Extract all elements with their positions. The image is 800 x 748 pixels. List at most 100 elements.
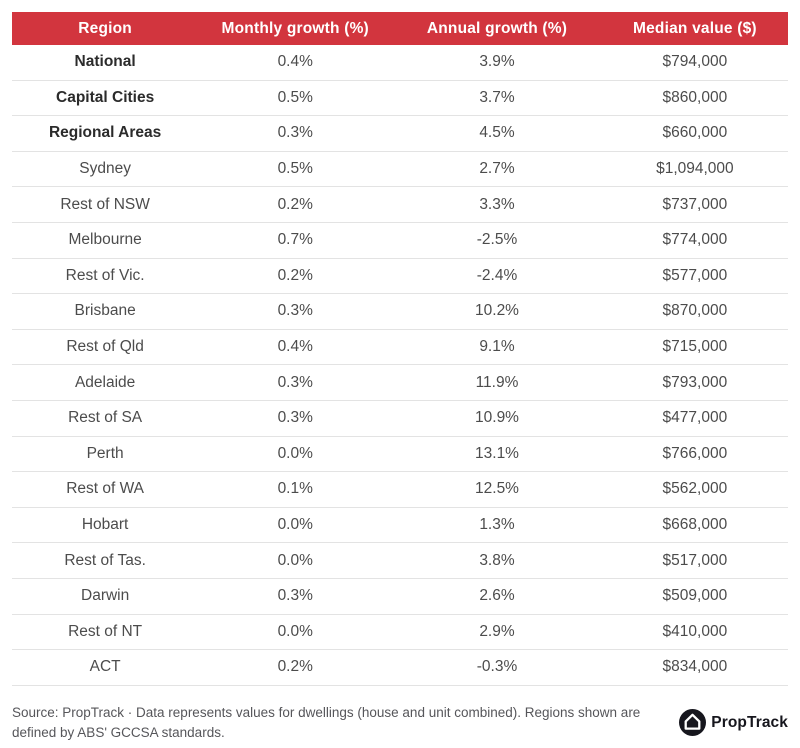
region-cell: Rest of NT (12, 614, 199, 651)
annual-growth-cell: 10.9% (392, 400, 602, 437)
annual-growth-cell: 2.7% (392, 151, 602, 188)
region-cell: Rest of Qld (12, 329, 199, 366)
table-row: Melbourne 0.7% -2.5% $774,000 (12, 222, 788, 259)
table-row: Sydney 0.5% 2.7% $1,094,000 (12, 151, 788, 188)
median-value-cell: $715,000 (601, 329, 788, 366)
region-cell: Regional Areas (12, 115, 199, 152)
table-row: National 0.4% 3.9% $794,000 (12, 45, 788, 81)
median-value-cell: $737,000 (601, 186, 788, 223)
region-cell: Rest of SA (12, 400, 199, 437)
monthly-growth-cell: 0.0% (198, 436, 393, 473)
median-value-cell: $834,000 (601, 649, 788, 686)
annual-growth-cell: 11.9% (392, 364, 602, 401)
monthly-growth-cell: 0.0% (198, 542, 393, 579)
median-value-cell: $477,000 (601, 400, 788, 437)
table-row: ACT 0.2% -0.3% $834,000 (12, 649, 788, 686)
proptrack-logo-text: PropTrack (711, 713, 788, 731)
table-row: Rest of Qld 0.4% 9.1% $715,000 (12, 329, 788, 366)
header-annual-growth: Annual growth (%) (392, 12, 602, 45)
region-cell: Rest of Vic. (12, 258, 199, 295)
annual-growth-cell: 9.1% (392, 329, 602, 366)
annual-growth-cell: 3.9% (392, 45, 602, 81)
table-row: Rest of NSW 0.2% 3.3% $737,000 (12, 186, 788, 223)
monthly-growth-cell: 0.3% (198, 364, 393, 401)
table-row: Rest of WA 0.1% 12.5% $562,000 (12, 471, 788, 508)
monthly-growth-cell: 0.5% (198, 80, 393, 117)
monthly-growth-cell: 0.4% (198, 329, 393, 366)
median-value-cell: $668,000 (601, 507, 788, 544)
region-cell: Melbourne (12, 222, 199, 259)
monthly-growth-cell: 0.2% (198, 186, 393, 223)
table-row: Capital Cities 0.5% 3.7% $860,000 (12, 80, 788, 117)
annual-growth-cell: -2.5% (392, 222, 602, 259)
table-row: Rest of Tas. 0.0% 3.8% $517,000 (12, 542, 788, 579)
annual-growth-cell: 2.9% (392, 614, 602, 651)
table-row: Darwin 0.3% 2.6% $509,000 (12, 578, 788, 615)
annual-growth-cell: 10.2% (392, 293, 602, 330)
region-cell: Adelaide (12, 364, 199, 401)
region-cell: Sydney (12, 151, 199, 188)
median-value-cell: $562,000 (601, 471, 788, 508)
table-body: National 0.4% 3.9% $794,000 Capital Citi… (12, 45, 788, 686)
median-value-cell: $870,000 (601, 293, 788, 330)
table-row: Brisbane 0.3% 10.2% $870,000 (12, 293, 788, 330)
region-cell: Brisbane (12, 293, 199, 330)
region-cell: Rest of NSW (12, 186, 199, 223)
median-value-cell: $517,000 (601, 542, 788, 579)
median-value-cell: $774,000 (601, 222, 788, 259)
header-median-value: Median value ($) (601, 12, 788, 45)
monthly-growth-cell: 0.7% (198, 222, 393, 259)
region-cell: National (12, 45, 199, 81)
monthly-growth-cell: 0.2% (198, 649, 393, 686)
monthly-growth-cell: 0.4% (198, 45, 393, 81)
annual-growth-cell: 3.3% (392, 186, 602, 223)
table-row: Hobart 0.0% 1.3% $668,000 (12, 507, 788, 544)
header-region: Region (12, 12, 199, 45)
monthly-growth-cell: 0.3% (198, 400, 393, 437)
annual-growth-cell: 3.8% (392, 542, 602, 579)
proptrack-logo: PropTrack (679, 709, 788, 737)
header-monthly-growth: Monthly growth (%) (198, 12, 393, 45)
annual-growth-cell: 4.5% (392, 115, 602, 152)
table-row: Rest of NT 0.0% 2.9% $410,000 (12, 614, 788, 651)
monthly-growth-cell: 0.3% (198, 293, 393, 330)
annual-growth-cell: -0.3% (392, 649, 602, 686)
median-value-cell: $509,000 (601, 578, 788, 615)
region-cell: Rest of Tas. (12, 542, 199, 579)
median-value-cell: $410,000 (601, 614, 788, 651)
annual-growth-cell: 1.3% (392, 507, 602, 544)
median-value-cell: $860,000 (601, 80, 788, 117)
region-cell: Capital Cities (12, 80, 199, 117)
monthly-growth-cell: 0.0% (198, 614, 393, 651)
median-value-cell: $793,000 (601, 364, 788, 401)
table-row: Adelaide 0.3% 11.9% $793,000 (12, 364, 788, 401)
monthly-growth-cell: 0.5% (198, 151, 393, 188)
median-value-cell: $794,000 (601, 45, 788, 81)
region-cell: Hobart (12, 507, 199, 544)
footer: Source: PropTrack · Data represents valu… (12, 703, 788, 744)
source-text: Source: PropTrack · Data represents valu… (12, 704, 641, 740)
annual-growth-cell: 13.1% (392, 436, 602, 473)
table-row: Regional Areas 0.3% 4.5% $660,000 (12, 115, 788, 152)
proptrack-house-icon (679, 709, 707, 737)
monthly-growth-cell: 0.3% (198, 115, 393, 152)
region-cell: Rest of WA (12, 471, 199, 508)
table-header-row: Region Monthly growth (%) Annual growth … (12, 12, 788, 45)
table-row: Rest of Vic. 0.2% -2.4% $577,000 (12, 258, 788, 295)
table-row: Rest of SA 0.3% 10.9% $477,000 (12, 400, 788, 437)
monthly-growth-cell: 0.2% (198, 258, 393, 295)
annual-growth-cell: 2.6% (392, 578, 602, 615)
annual-growth-cell: 3.7% (392, 80, 602, 117)
region-cell: Darwin (12, 578, 199, 615)
monthly-growth-cell: 0.1% (198, 471, 393, 508)
median-value-cell: $1,094,000 (601, 151, 788, 188)
median-value-cell: $577,000 (601, 258, 788, 295)
table-row: Perth 0.0% 13.1% $766,000 (12, 436, 788, 473)
monthly-growth-cell: 0.3% (198, 578, 393, 615)
region-cell: ACT (12, 649, 199, 686)
region-cell: Perth (12, 436, 199, 473)
median-value-cell: $766,000 (601, 436, 788, 473)
annual-growth-cell: 12.5% (392, 471, 602, 508)
growth-table: Region Monthly growth (%) Annual growth … (12, 12, 788, 686)
